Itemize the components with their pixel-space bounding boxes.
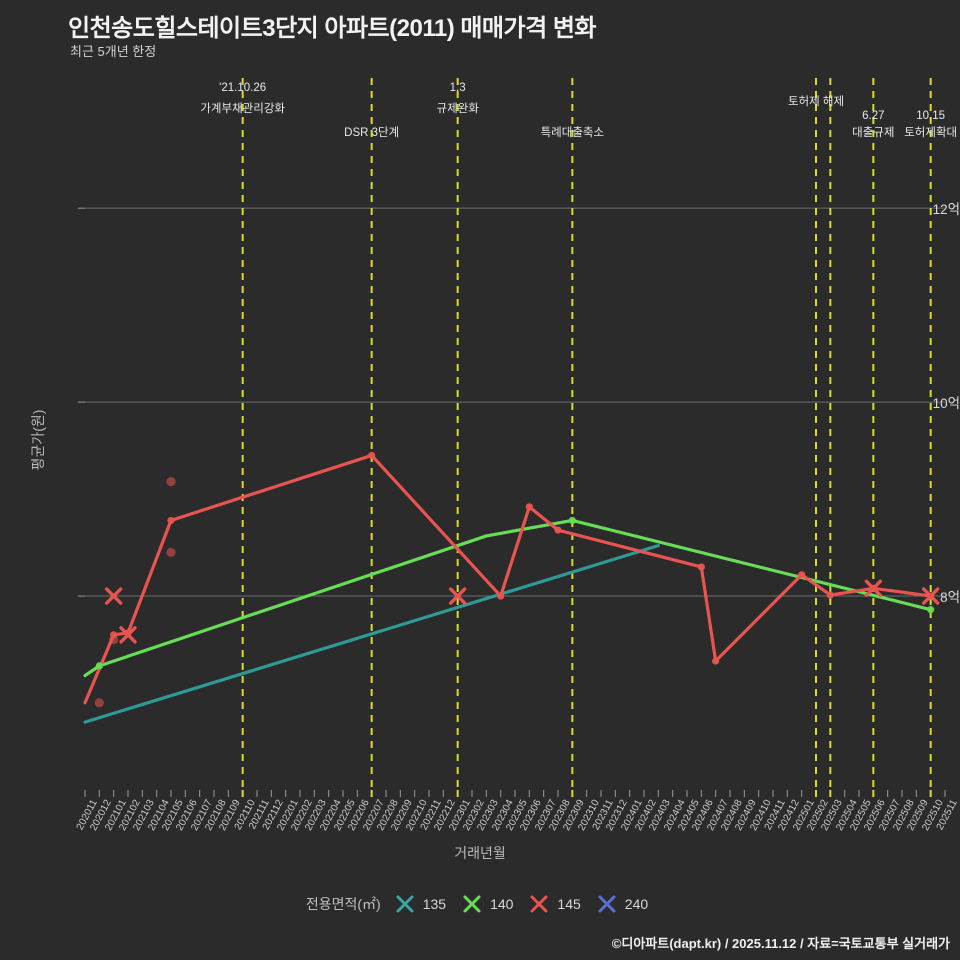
series-scatter-point-145[interactable] xyxy=(166,477,176,487)
legend-entry-240[interactable]: 240 xyxy=(596,893,648,915)
series-marker-145[interactable] xyxy=(712,657,720,665)
series-line-135[interactable] xyxy=(83,544,660,724)
annotation-date: '21.10.26 xyxy=(219,82,267,94)
annotation-date: 10.15 xyxy=(916,110,946,122)
annotation-label: 대출규제 xyxy=(852,127,895,139)
series-marker-145[interactable] xyxy=(554,526,562,534)
series-line-140[interactable] xyxy=(83,518,933,678)
series-marker-140[interactable] xyxy=(568,516,576,525)
legend-title: 전용면적(㎡) xyxy=(305,896,381,912)
legend-entry-135[interactable]: 135 xyxy=(394,893,446,915)
page-subtitle: 최근 5개년 한정 xyxy=(70,44,157,59)
series-x-marker-145-stroke xyxy=(119,626,137,644)
series-x-marker-145-stroke xyxy=(104,587,123,605)
series-marker-145[interactable] xyxy=(110,631,118,639)
series-marker-145[interactable] xyxy=(167,516,175,525)
series-x-marker-145[interactable] xyxy=(448,587,467,605)
annotation-date: 1.3 xyxy=(449,82,466,94)
chart-legend: 전용면적(㎡) 135 140 145 240 xyxy=(0,893,960,915)
series-marker-145[interactable] xyxy=(826,591,834,599)
series-marker-140[interactable] xyxy=(95,662,103,670)
legend-entry-140[interactable]: 140 xyxy=(461,893,513,915)
series-x-marker-145[interactable] xyxy=(119,626,137,644)
series-x-marker-145-stroke xyxy=(864,579,883,598)
y-tick-label: 12억 xyxy=(932,202,960,218)
legend-x-marker-icon xyxy=(530,895,548,913)
series-scatter-point-145[interactable] xyxy=(166,547,176,558)
series-x-marker-145[interactable] xyxy=(104,587,123,605)
legend-label: 145 xyxy=(557,896,581,912)
legend-x-marker-icon xyxy=(396,895,414,913)
legend-x-marker-icon xyxy=(598,895,616,913)
series-x-marker-145-stroke xyxy=(448,587,467,605)
footer-credit: ©디아파트(dapt.kr) / 2025.11.12 / 자료=국토교통부 실… xyxy=(611,936,950,951)
legend-x-marker-icon xyxy=(463,895,481,913)
series-marker-145[interactable] xyxy=(798,571,806,579)
y-axis-title: 평균가(원) xyxy=(30,409,46,471)
annotation-label: DSR 3단계 xyxy=(344,127,400,139)
series-x-marker-145-stroke xyxy=(921,587,940,605)
series-line-145[interactable] xyxy=(83,453,933,705)
series-marker-140[interactable] xyxy=(927,606,935,614)
annotation-label: 토허제 해제 xyxy=(787,96,845,108)
annotation-date: 6.27 xyxy=(862,110,885,122)
y-tick-label: 10억 xyxy=(932,396,960,412)
series-marker-145[interactable] xyxy=(525,503,533,511)
legend-entry-145[interactable]: 145 xyxy=(528,893,581,915)
annotation-label: 규제완화 xyxy=(436,103,479,115)
series-x-marker-145[interactable] xyxy=(921,587,940,605)
series-marker-145[interactable] xyxy=(497,592,505,600)
page-title: 인천송도힐스테이트3단지 아파트(2011) 매매가격 변화 xyxy=(68,15,597,42)
annotation-label: 토허제확대 xyxy=(904,127,958,139)
legend-label: 240 xyxy=(624,896,649,912)
legend-label: 135 xyxy=(422,896,447,912)
annotation-label: 특례대출축소 xyxy=(540,127,605,139)
legend-label: 140 xyxy=(490,896,514,912)
annotation-label: 가계부채관리강화 xyxy=(200,103,285,115)
series-marker-145[interactable] xyxy=(697,563,705,571)
series-marker-145[interactable] xyxy=(368,451,376,460)
series-scatter-point-145[interactable] xyxy=(94,698,104,708)
series-x-marker-145[interactable] xyxy=(864,579,883,598)
y-tick-label: 8억 xyxy=(940,590,960,606)
x-axis-title: 거래년월 xyxy=(454,845,506,861)
